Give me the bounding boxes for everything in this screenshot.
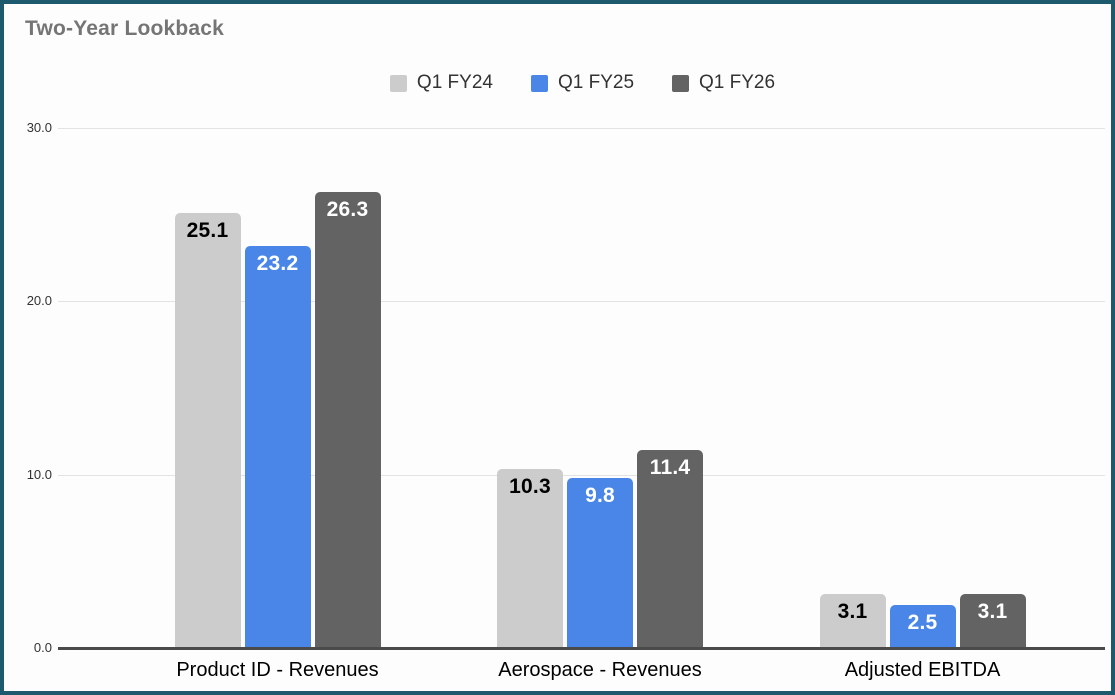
legend: Q1 FY24 Q1 FY25 Q1 FY26 xyxy=(58,70,1107,96)
legend-label: Q1 FY25 xyxy=(557,72,635,93)
bar-value-label: 3.1 xyxy=(977,600,1008,624)
y-axis-tick-label: 20.0 xyxy=(26,293,52,309)
bar-value-label: 26.3 xyxy=(326,198,369,222)
legend-item: Q1 FY26 xyxy=(672,72,775,94)
category-label: Adjusted EBITDA xyxy=(844,659,1001,681)
legend-swatch-icon xyxy=(530,74,548,92)
plot-area: 0.0 10.0 20.0 30.0 25.1 23.2 26.3 Product ID - … xyxy=(4,4,1111,691)
bar-value-label: 23.2 xyxy=(256,251,299,275)
bar-q1-fy25: 2.5 xyxy=(889,604,956,648)
bar-value-label: 9.8 xyxy=(585,484,615,508)
chart-title: Two-Year Lookback xyxy=(25,17,225,40)
bar-value-label: 10.3 xyxy=(509,475,551,499)
gridline xyxy=(58,474,1105,476)
bar-q1-fy25: 9.8 xyxy=(567,478,633,648)
bar-q1-fy26: 26.3 xyxy=(314,192,381,648)
bar-value-label: 25.1 xyxy=(186,218,229,242)
legend-item: Q1 FY25 xyxy=(530,72,635,94)
category-label: Product ID - Revenues xyxy=(176,659,379,681)
y-axis-tick-label: 0.0 xyxy=(33,640,52,655)
bar-value-label: 3.1 xyxy=(837,600,868,624)
bar-value-label: 11.4 xyxy=(649,456,691,480)
legend-swatch-icon xyxy=(389,74,407,92)
legend-item: Q1 FY24 xyxy=(389,72,493,94)
y-axis-tick-label: 30.0 xyxy=(26,120,52,135)
bar-q1-fy24: 3.1 xyxy=(819,594,886,648)
gridline xyxy=(58,128,1105,129)
bar-q1-fy25: 23.2 xyxy=(244,245,311,648)
bar-q1-fy26: 3.1 xyxy=(959,594,1026,648)
bar-q1-fy26: 11.4 xyxy=(637,450,703,648)
bar-value-label: 2.5 xyxy=(907,610,938,634)
bar-q1-fy24: 10.3 xyxy=(497,469,563,648)
legend-label: Q1 FY24 xyxy=(416,72,493,93)
legend-label: Q1 FY26 xyxy=(699,72,776,93)
gridline xyxy=(58,301,1105,303)
bar-q1-fy24: 25.1 xyxy=(174,212,241,648)
y-axis-tick-label: 10.0 xyxy=(26,466,52,482)
x-axis-line xyxy=(58,647,1105,650)
category-label: Aerospace - Revenues xyxy=(498,659,702,681)
legend-swatch-icon xyxy=(672,74,690,92)
